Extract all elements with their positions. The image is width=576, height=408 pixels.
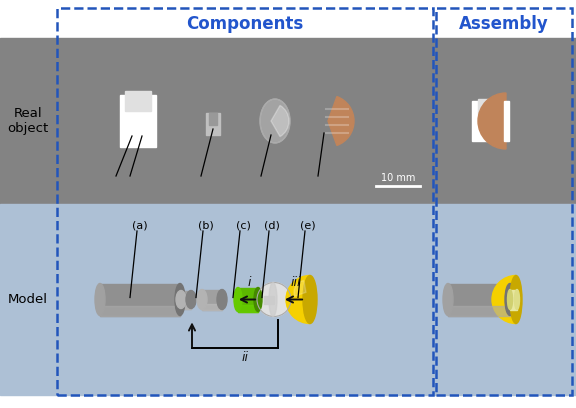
Bar xyxy=(0,38,576,204)
Text: ii: ii xyxy=(241,351,248,364)
Ellipse shape xyxy=(510,275,522,324)
Text: iii: iii xyxy=(291,276,301,289)
Wedge shape xyxy=(478,93,506,149)
Text: Components: Components xyxy=(187,15,304,33)
Ellipse shape xyxy=(507,290,513,310)
Text: i: i xyxy=(247,276,251,289)
Ellipse shape xyxy=(95,284,105,315)
Bar xyxy=(504,101,509,141)
Text: (c): (c) xyxy=(236,221,251,231)
Bar xyxy=(209,113,217,125)
Text: Assembly: Assembly xyxy=(459,15,549,33)
Text: (b): (b) xyxy=(198,221,214,231)
Bar xyxy=(238,288,258,311)
Ellipse shape xyxy=(254,288,262,311)
Ellipse shape xyxy=(260,99,290,143)
Wedge shape xyxy=(271,105,289,137)
Ellipse shape xyxy=(303,275,317,324)
Bar xyxy=(202,304,222,310)
Ellipse shape xyxy=(269,282,277,317)
Ellipse shape xyxy=(176,290,186,308)
Ellipse shape xyxy=(175,284,185,315)
Ellipse shape xyxy=(514,290,520,310)
Bar xyxy=(264,295,274,304)
Bar xyxy=(181,303,191,308)
Bar xyxy=(202,290,222,310)
Ellipse shape xyxy=(443,284,453,315)
Bar xyxy=(181,290,191,308)
Wedge shape xyxy=(286,275,310,324)
Bar xyxy=(478,99,503,115)
Bar xyxy=(100,284,180,315)
Bar xyxy=(448,284,510,315)
Bar xyxy=(238,305,258,311)
Text: 10 mm: 10 mm xyxy=(381,173,415,183)
Circle shape xyxy=(257,282,291,317)
Bar xyxy=(448,306,510,315)
Bar xyxy=(125,91,151,111)
Bar xyxy=(100,306,180,315)
Wedge shape xyxy=(328,97,354,145)
Bar xyxy=(510,290,517,310)
Ellipse shape xyxy=(197,290,207,310)
Ellipse shape xyxy=(186,290,196,308)
Bar xyxy=(206,113,220,135)
Text: (e): (e) xyxy=(300,221,316,231)
Bar xyxy=(472,101,506,141)
Bar xyxy=(436,8,572,395)
Ellipse shape xyxy=(234,288,242,311)
Wedge shape xyxy=(492,275,516,324)
Bar xyxy=(120,95,156,147)
Ellipse shape xyxy=(505,284,515,315)
Ellipse shape xyxy=(217,290,227,310)
Text: Real
object: Real object xyxy=(7,107,48,135)
Text: Model: Model xyxy=(8,293,48,306)
Text: (a): (a) xyxy=(132,221,148,231)
Bar xyxy=(0,204,576,395)
Bar xyxy=(57,8,433,395)
Text: (d): (d) xyxy=(264,221,280,231)
Wedge shape xyxy=(294,280,306,296)
